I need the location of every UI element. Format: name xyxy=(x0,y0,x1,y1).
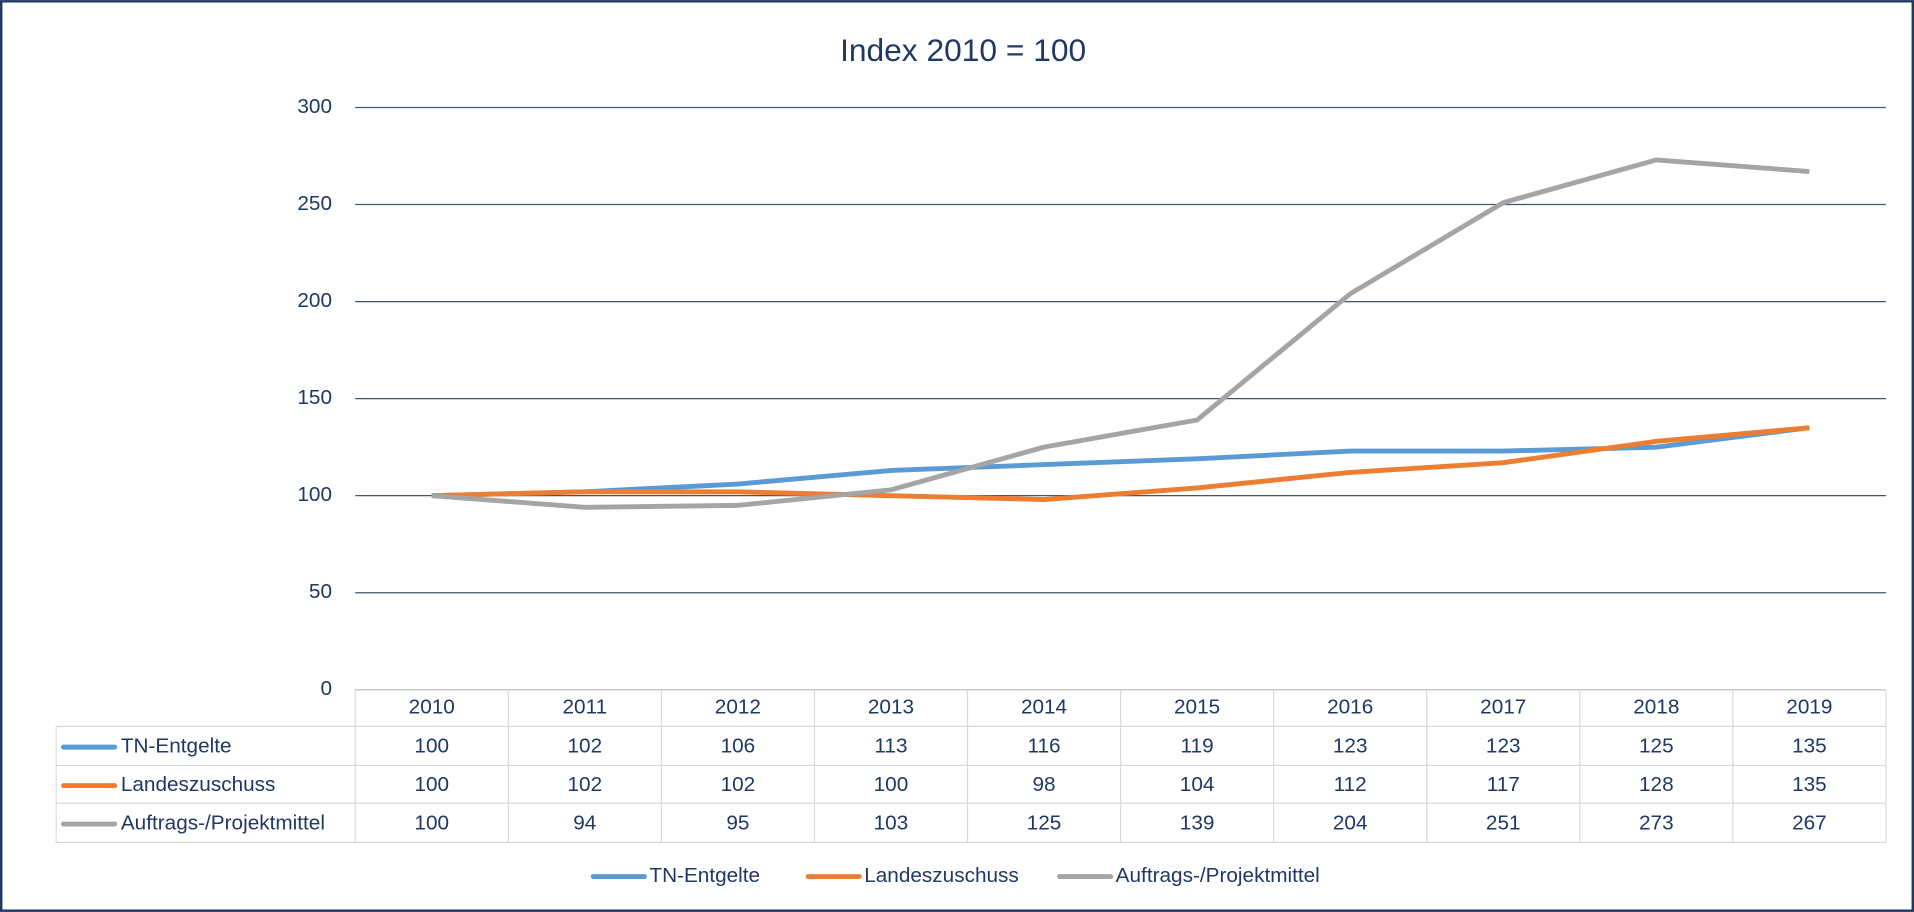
table-value: 135 xyxy=(1792,773,1827,796)
table-value: 123 xyxy=(1486,735,1521,758)
x-tick-label: 2018 xyxy=(1633,696,1679,719)
table-value: 123 xyxy=(1333,735,1368,758)
x-tick-label: 2019 xyxy=(1786,696,1832,719)
y-tick-label: 300 xyxy=(297,95,332,118)
table-value: 139 xyxy=(1180,812,1215,835)
table-value: 273 xyxy=(1639,812,1674,835)
table-value: 106 xyxy=(721,735,756,758)
table-value: 135 xyxy=(1792,735,1827,758)
table-value: 100 xyxy=(414,812,449,835)
table-value: 102 xyxy=(721,773,756,796)
table-value: 119 xyxy=(1181,735,1214,758)
y-tick-label: 200 xyxy=(297,289,332,312)
legend-label: Landeszuschuss xyxy=(864,864,1019,887)
y-tick-label: 0 xyxy=(320,677,332,700)
table-value: 125 xyxy=(1639,735,1674,758)
table-value: 251 xyxy=(1486,812,1521,835)
x-tick-label: 2015 xyxy=(1174,696,1220,719)
table-row-label: TN-Entgelte xyxy=(121,735,232,758)
table-row-label: Auftrags-/Projektmittel xyxy=(121,812,325,835)
table-value: 100 xyxy=(874,773,909,796)
x-tick-label: 2017 xyxy=(1480,696,1526,719)
table-value: 128 xyxy=(1639,773,1674,796)
table-value: 98 xyxy=(1032,773,1055,796)
x-tick-label: 2014 xyxy=(1021,696,1067,719)
table-row-label: Landeszuschuss xyxy=(121,773,276,796)
x-tick-label: 2013 xyxy=(868,696,914,719)
table-value: 113 xyxy=(874,735,907,758)
table-value: 95 xyxy=(726,812,749,835)
table-value: 125 xyxy=(1027,812,1062,835)
table-value: 267 xyxy=(1792,812,1827,835)
table-value: 117 xyxy=(1487,773,1520,796)
legend-label: TN-Entgelte xyxy=(649,864,760,887)
table-value: 94 xyxy=(573,812,596,835)
y-tick-label: 100 xyxy=(297,483,332,506)
x-tick-label: 2016 xyxy=(1327,696,1373,719)
x-tick-label: 2010 xyxy=(409,696,455,719)
y-tick-label: 50 xyxy=(309,580,332,603)
line-series xyxy=(431,425,1810,502)
table-value: 100 xyxy=(414,735,449,758)
chart-title: Index 2010 = 100 xyxy=(840,32,1086,68)
table-value: 104 xyxy=(1180,773,1215,796)
x-tick-label: 2012 xyxy=(715,696,761,719)
y-tick-label: 150 xyxy=(297,386,332,409)
table-value: 204 xyxy=(1333,812,1368,835)
table-value: 112 xyxy=(1334,773,1367,796)
table-value: 116 xyxy=(1027,735,1060,758)
table-value: 102 xyxy=(568,773,603,796)
legend-label: Auftrags-/Projektmittel xyxy=(1116,864,1320,887)
y-tick-label: 250 xyxy=(297,192,332,215)
line-series xyxy=(431,157,1810,510)
line-series xyxy=(431,425,1810,499)
table-value: 100 xyxy=(414,773,449,796)
x-tick-label: 2011 xyxy=(563,696,608,719)
table-value: 102 xyxy=(568,735,603,758)
table-value: 103 xyxy=(874,812,909,835)
